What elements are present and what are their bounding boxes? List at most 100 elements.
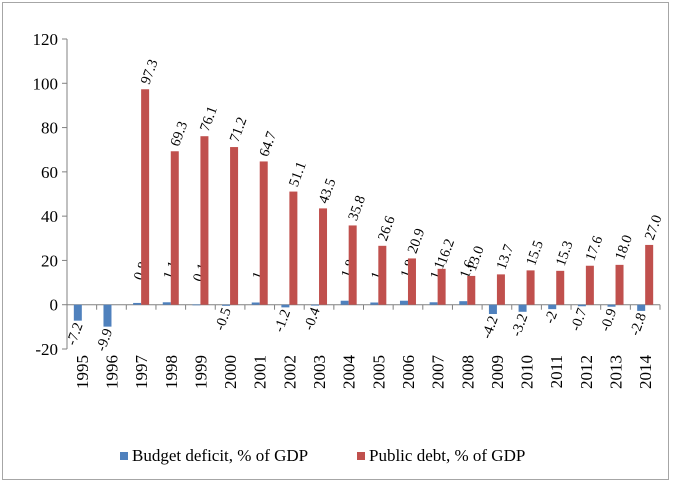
- data-label-budget-deficit: -2: [542, 309, 561, 326]
- bar-budget-deficit: [429, 302, 438, 305]
- x-tick-label: 2001: [251, 355, 270, 389]
- bar-budget-deficit: [281, 304, 290, 308]
- bar-public-debt: [615, 264, 624, 305]
- bar-budget-deficit: [459, 301, 468, 305]
- bar-budget-deficit: [311, 304, 320, 306]
- bar-public-debt: [141, 89, 150, 305]
- data-label-public-debt: 43.5: [316, 176, 340, 205]
- data-label-public-debt: 35.8: [345, 193, 369, 222]
- y-tick-label: -20: [35, 340, 58, 359]
- bar-budget-deficit: [370, 302, 379, 305]
- bar-budget-deficit: [637, 304, 646, 311]
- data-label-public-debt: 69.3: [167, 119, 191, 148]
- x-tick-label: 2014: [636, 355, 655, 390]
- bar-budget-deficit: [251, 302, 260, 305]
- bar-public-debt: [259, 161, 268, 305]
- data-label-public-debt: 71.2: [227, 115, 251, 144]
- bar-budget-deficit: [607, 304, 616, 307]
- bar-public-debt: [200, 136, 209, 305]
- y-tick-label: 120: [33, 30, 59, 49]
- data-label-budget-deficit: -1.2: [271, 307, 294, 334]
- chart-svg: 120 100 80 60 40 20 0 -20 1995 1996 1997 1998 1999 20…: [33, 30, 666, 465]
- chart-frame: 120 100 80 60 40 20 0 -20 1995 1996 1997 1998 1999 20…: [2, 2, 669, 480]
- data-label-budget-deficit: -7.2: [64, 321, 87, 348]
- x-tick-label: 2009: [488, 355, 507, 389]
- data-label-budget-deficit: -2.8: [627, 311, 650, 338]
- bar-budget-deficit: [192, 304, 201, 306]
- bar-public-debt: [467, 275, 476, 305]
- y-tick-label: 80: [41, 119, 58, 138]
- bar-budget-deficit: [399, 300, 408, 305]
- x-tick-label: 2012: [577, 355, 596, 389]
- data-label-budget-deficit: -0.9: [597, 307, 620, 334]
- data-label-budget-deficit: -0.5: [212, 306, 235, 333]
- data-label-public-debt: 76.1: [197, 104, 221, 133]
- legend-swatch-budget-deficit: [120, 452, 128, 460]
- bar-public-debt: [585, 265, 594, 305]
- data-label-public-debt: 13.0: [464, 244, 488, 273]
- data-label-budget-deficit: -3.2: [508, 312, 531, 339]
- bar-budget-deficit: [548, 304, 557, 310]
- x-tick-label: 2002: [280, 355, 299, 389]
- y-tick-label: 40: [41, 207, 58, 226]
- bar-budget-deficit: [222, 304, 231, 306]
- data-label-budget-deficit: -4.2: [479, 314, 502, 341]
- bar-public-debt: [348, 225, 357, 305]
- data-label-public-debt: 97.3: [138, 57, 162, 86]
- bar-budget-deficit: [162, 302, 171, 305]
- x-tick-label: 2006: [399, 355, 418, 389]
- bar-public-debt: [556, 270, 565, 305]
- data-label-public-debt: 13.7: [494, 242, 518, 271]
- y-tick-label: 20: [41, 251, 58, 270]
- legend-label-budget-deficit: Budget deficit, % of GDP: [132, 446, 308, 465]
- x-tick-label: 1999: [191, 355, 210, 389]
- data-label-public-debt: 26.6: [375, 214, 399, 243]
- bar-public-debt: [645, 244, 654, 305]
- data-label-public-debt: 16.2: [434, 237, 458, 266]
- x-tick-label: 1995: [73, 355, 92, 389]
- bar-public-debt: [230, 147, 239, 305]
- data-label-budget-deficit: -0.7: [568, 306, 591, 333]
- bar-public-debt: [437, 268, 446, 305]
- x-tick-label: 2008: [458, 355, 477, 389]
- legend-label-public-debt: Public debt, % of GDP: [369, 446, 525, 465]
- data-label-public-debt: 18.0: [612, 233, 636, 262]
- data-label-public-debt: 27.0: [642, 213, 666, 242]
- bar-public-debt: [289, 191, 298, 305]
- legend-swatch-public-debt: [357, 452, 365, 460]
- x-tick-label: 2000: [221, 355, 240, 389]
- x-tick-label: 1996: [102, 355, 121, 389]
- data-label-public-debt: 15.3: [553, 239, 577, 268]
- x-tick-label: 2004: [340, 355, 359, 390]
- plot-area: 120 100 80 60 40 20 0 -20 1995 1996 1997 1998 1999 20…: [33, 30, 666, 389]
- y-tick-label: 60: [41, 163, 58, 182]
- data-label-budget-deficit: -0.4: [301, 305, 324, 333]
- data-label-public-debt: 15.5: [523, 238, 547, 267]
- data-label-public-debt: 17.6: [583, 234, 607, 263]
- data-label-public-debt: 51.1: [286, 160, 310, 189]
- data-label-public-debt: 64.7: [256, 130, 280, 159]
- x-tick-label: 2005: [369, 355, 388, 389]
- bar-budget-deficit: [488, 304, 497, 315]
- x-tick-label: 2003: [310, 355, 329, 389]
- bar-budget-deficit: [340, 300, 349, 305]
- bar-public-debt: [526, 270, 535, 305]
- data-label-budget-deficit: 1.6: [457, 258, 478, 281]
- y-tick-label: 100: [33, 74, 59, 93]
- x-tick-label: 1997: [132, 355, 151, 390]
- bar-budget-deficit: [103, 304, 112, 327]
- y-tick-label: 0: [50, 296, 59, 315]
- bar-budget-deficit: [73, 304, 82, 321]
- bar-budget-deficit: [133, 302, 142, 305]
- bar-public-debt: [319, 208, 328, 305]
- data-label-public-debt: 20.9: [405, 226, 429, 255]
- data-label-budget-deficit: -9.9: [93, 327, 116, 354]
- x-tick-label: 2007: [429, 355, 448, 390]
- x-tick-label: 2013: [607, 355, 626, 389]
- bar-public-debt: [378, 245, 387, 305]
- bar-public-debt: [407, 258, 416, 305]
- x-tick-label: 1998: [162, 355, 181, 389]
- bar-budget-deficit: [518, 304, 527, 312]
- bar-budget-deficit: [577, 304, 586, 307]
- bar-public-debt: [496, 274, 505, 305]
